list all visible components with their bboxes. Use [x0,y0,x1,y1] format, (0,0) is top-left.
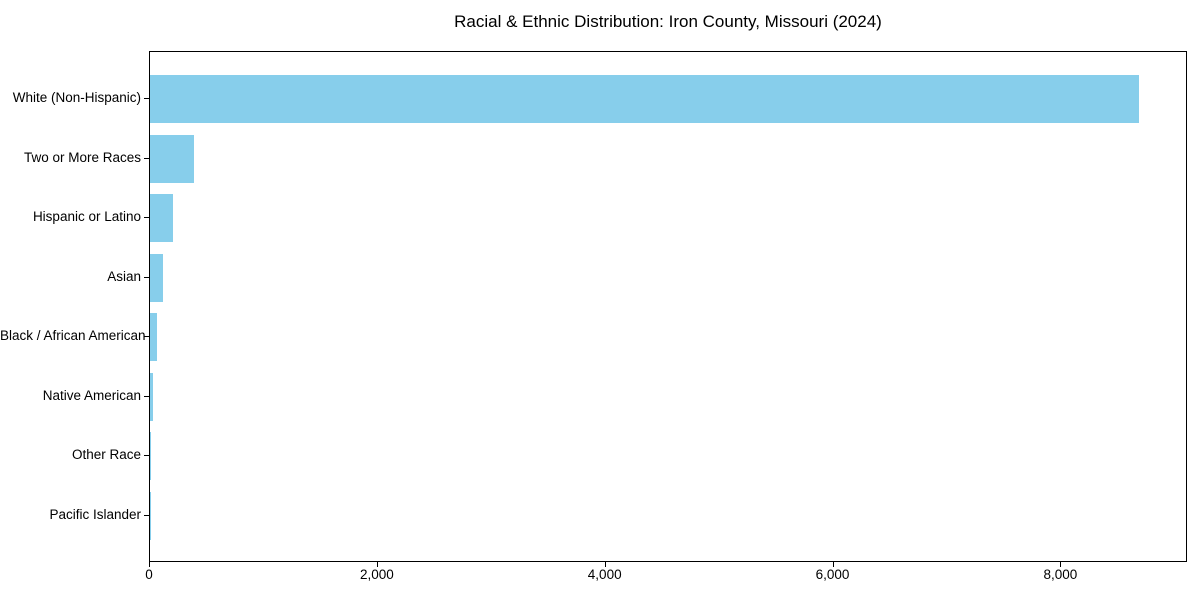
y-axis-category-label: Hispanic or Latino [32,209,141,225]
bar-hispanic-or-latino [150,194,174,243]
y-axis-category-label: Black / African American [0,328,146,344]
y-axis-tick [144,515,149,516]
x-axis-tick [604,562,606,567]
y-axis-category-label: Asian [107,268,141,284]
y-axis-tick [144,276,149,278]
y-axis-category-label: Two or More Races [23,149,141,165]
y-axis-category-label: White (Non-Hispanic) [12,90,141,105]
chart-title: Racial & Ethnic Distribution: Iron Count… [454,12,882,31]
y-axis-tick [144,98,149,99]
y-axis-category-label: Pacific Islander [49,507,141,522]
y-axis-tick [144,455,149,457]
x-axis-tick-label: 0 [145,567,153,582]
x-axis-tick-label: 6,000 [815,567,850,582]
y-axis-category-label: Native American [42,387,141,403]
bar-native-american [150,372,153,421]
bar-black-african-american [150,313,157,362]
y-axis-tick [144,217,149,219]
x-axis-tick-label: 4,000 [587,567,622,582]
plot-area [149,51,1187,562]
y-axis-tick [144,157,149,159]
bar-two-or-more-races [150,134,195,183]
bar-asian [150,253,163,302]
x-axis-tick [376,562,378,567]
y-axis-tick [144,336,149,338]
y-axis-tick [144,395,149,397]
x-axis-tick [149,562,150,567]
bar-other-race [150,432,152,481]
bar-white-non-hispanic [150,75,1139,123]
y-axis-category-label: Other Race [71,447,141,463]
x-axis-tick [1060,562,1062,567]
x-axis-tick [832,562,834,567]
x-axis-tick-label: 2,000 [359,567,394,582]
x-axis-tick-label: 8,000 [1043,567,1078,582]
